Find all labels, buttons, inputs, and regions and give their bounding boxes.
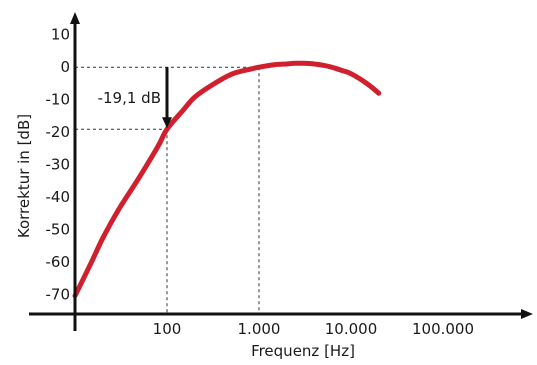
y-tick-label: -70 <box>46 286 71 304</box>
y-tick-label: -50 <box>46 221 71 239</box>
y-tick-label: 10 <box>51 26 70 44</box>
curve-layer <box>72 60 382 299</box>
axes <box>29 12 533 331</box>
y-tick-label: -40 <box>46 188 71 206</box>
y-tick-labels: 10 0 -10 -20 -30 -40 -50 -60 -70 <box>46 26 71 304</box>
x-tick-label: 100 <box>153 320 182 338</box>
x-tick-label: 1.000 <box>238 320 281 338</box>
y-tick-label: -60 <box>46 253 71 271</box>
annotation-label: -19,1 dB <box>98 89 161 107</box>
x-tick-label: 10.000 <box>325 320 378 338</box>
x-axis-title: Frequenz [Hz] <box>251 342 355 360</box>
y-tick-label: -20 <box>46 123 71 141</box>
y-tick-label: -30 <box>46 156 71 174</box>
y-axis-title: Korrektur in [dB] <box>15 114 33 238</box>
series-line <box>72 60 382 299</box>
y-axis-arrow <box>70 12 80 24</box>
x-tick-labels: 100 1.000 10.000 100.000 <box>153 320 474 338</box>
x-tick-label: 100.000 <box>412 320 474 338</box>
y-tick-label: 0 <box>60 58 70 76</box>
x-axis-arrow <box>521 309 533 319</box>
annotation-arrow-head <box>162 117 172 129</box>
y-tick-label: -10 <box>46 91 71 109</box>
annotation: -19,1 dB <box>98 67 172 129</box>
